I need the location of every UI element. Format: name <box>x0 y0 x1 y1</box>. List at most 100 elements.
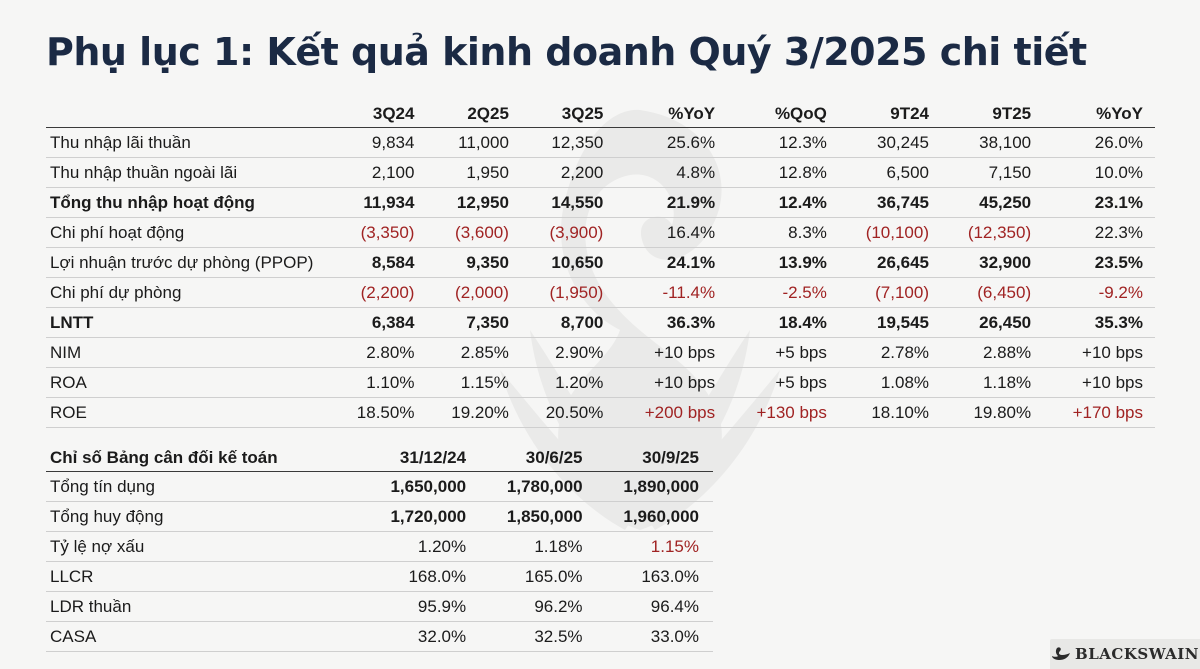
cell: 18.50% <box>332 397 427 428</box>
cell: 96.2% <box>466 591 583 622</box>
cell: 19,545 <box>838 307 942 338</box>
blackswain-logo: BLACKSWAIN <box>1050 639 1200 669</box>
cell: (2,200) <box>332 277 427 308</box>
income-header-3q24: 3Q24 <box>332 100 427 128</box>
cell: +10 bps <box>1043 337 1155 368</box>
cell: 12,950 <box>426 187 521 218</box>
cell: 1,720,000 <box>349 501 467 532</box>
cell: 1,780,000 <box>466 471 583 502</box>
cell: 1.20% <box>520 367 616 398</box>
swan-icon <box>1052 647 1071 660</box>
cell: 2,100 <box>332 157 427 188</box>
cell: (3,900) <box>520 217 616 248</box>
cell: 36.3% <box>615 307 728 338</box>
row-label: Tổng tín dụng <box>46 471 350 502</box>
cell: 23.1% <box>1043 187 1155 218</box>
cell: -2.5% <box>727 277 839 308</box>
row-label: NIM <box>46 337 332 368</box>
income-header-yoy-9m: %YoY <box>1043 100 1155 128</box>
table-row: LNTT 6,384 7,350 8,700 36.3% 18.4% 19,54… <box>46 307 1155 338</box>
cell: 2.88% <box>941 337 1044 368</box>
cell: 10,650 <box>520 247 616 278</box>
cell: 1,890,000 <box>582 471 713 502</box>
income-header-9t25: 9T25 <box>941 100 1044 128</box>
table-row: Chi phí hoạt động (3,350) (3,600) (3,900… <box>46 217 1155 248</box>
cell: 26,450 <box>941 307 1044 338</box>
cell: 165.0% <box>466 561 583 592</box>
table-row: Thu nhập thuần ngoài lãi 2,100 1,950 2,2… <box>46 157 1155 188</box>
cell: 32.5% <box>466 621 583 652</box>
cell: 10.0% <box>1043 157 1155 188</box>
cell: 32.0% <box>349 621 467 652</box>
table-row: Tổng tín dụng 1,650,000 1,780,000 1,890,… <box>46 471 713 502</box>
cell: 9,350 <box>426 247 521 278</box>
cell: +10 bps <box>615 337 728 368</box>
cell: 22.3% <box>1043 217 1155 248</box>
income-header-qoq: %QoQ <box>727 100 839 128</box>
cell: 1,650,000 <box>349 471 467 502</box>
row-label: LDR thuần <box>46 591 350 622</box>
cell: (3,600) <box>426 217 521 248</box>
cell: 1,960,000 <box>582 501 713 532</box>
cell: +5 bps <box>727 367 839 398</box>
cell: +5 bps <box>727 337 839 368</box>
income-table: 3Q24 2Q25 3Q25 %YoY %QoQ 9T24 9T25 %YoY … <box>46 100 1155 428</box>
table-row: Lợi nhuận trước dự phòng (PPOP) 8,584 9,… <box>46 247 1155 278</box>
row-label: Lợi nhuận trước dự phòng (PPOP) <box>46 247 332 278</box>
cell: 38,100 <box>941 127 1044 158</box>
table-row: CASA 32.0% 32.5% 33.0% <box>46 621 713 652</box>
table-row: ROA 1.10% 1.15% 1.20% +10 bps +5 bps 1.0… <box>46 367 1155 398</box>
balance-sheet-table: Chỉ số Bảng cân đối kế toán 31/12/24 30/… <box>46 444 713 652</box>
table-row: LDR thuần 95.9% 96.2% 96.4% <box>46 591 713 622</box>
cell: 23.5% <box>1043 247 1155 278</box>
cell: -9.2% <box>1043 277 1155 308</box>
table-row: Thu nhập lãi thuần 9,834 11,000 12,350 2… <box>46 127 1155 158</box>
income-header-label <box>46 100 332 128</box>
cell: 36,745 <box>838 187 942 218</box>
cell: 12.3% <box>727 127 839 158</box>
balance-header-30625: 30/6/25 <box>466 444 583 472</box>
row-label: Tổng thu nhập hoạt động <box>46 187 332 218</box>
row-label: LNTT <box>46 307 332 338</box>
row-label: CASA <box>46 621 350 652</box>
cell: 6,500 <box>838 157 942 188</box>
cell: 4.8% <box>615 157 728 188</box>
cell: 21.9% <box>615 187 728 218</box>
cell: 163.0% <box>582 561 713 592</box>
cell: 1,850,000 <box>466 501 583 532</box>
cell: 12,350 <box>520 127 616 158</box>
balance-header-311224: 31/12/24 <box>349 444 467 472</box>
cell: 168.0% <box>349 561 467 592</box>
income-header-yoy: %YoY <box>615 100 728 128</box>
balance-header-row: Chỉ số Bảng cân đối kế toán 31/12/24 30/… <box>46 444 713 472</box>
table-row: Tổng huy động 1,720,000 1,850,000 1,960,… <box>46 501 713 532</box>
cell: 11,000 <box>426 127 521 158</box>
cell: +10 bps <box>615 367 728 398</box>
cell: 18.10% <box>838 397 942 428</box>
cell: 25.6% <box>615 127 728 158</box>
cell: 26,645 <box>838 247 942 278</box>
table-row: Chi phí dự phòng (2,200) (2,000) (1,950)… <box>46 277 1155 308</box>
income-header-9t24: 9T24 <box>838 100 942 128</box>
cell: 7,350 <box>426 307 521 338</box>
cell: 19.80% <box>941 397 1044 428</box>
cell: 6,384 <box>332 307 427 338</box>
row-label: ROA <box>46 367 332 398</box>
cell: 1.15% <box>426 367 521 398</box>
cell: 45,250 <box>941 187 1044 218</box>
cell: (1,950) <box>520 277 616 308</box>
cell: +170 bps <box>1043 397 1155 428</box>
cell: 9,834 <box>332 127 427 158</box>
cell: 2.85% <box>426 337 521 368</box>
cell: +10 bps <box>1043 367 1155 398</box>
cell: 8,584 <box>332 247 427 278</box>
cell: 14,550 <box>520 187 616 218</box>
logo-text: BLACKSWAIN <box>1075 645 1199 663</box>
cell: (6,450) <box>941 277 1044 308</box>
cell: 2,200 <box>520 157 616 188</box>
cell: (10,100) <box>838 217 942 248</box>
row-label: Tổng huy động <box>46 501 350 532</box>
cell: (3,350) <box>332 217 427 248</box>
table-row: ROE 18.50% 19.20% 20.50% +200 bps +130 b… <box>46 397 1155 428</box>
cell: +200 bps <box>615 397 728 428</box>
